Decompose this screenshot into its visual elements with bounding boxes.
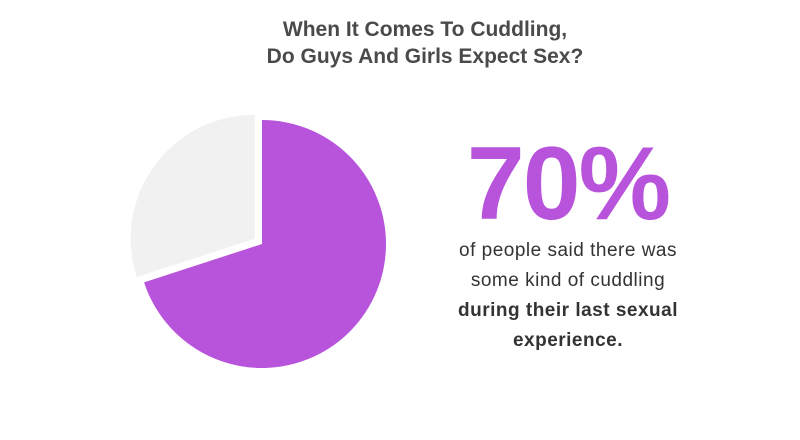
stat-value: 70% [466, 126, 671, 242]
stat-text-line-2: some kind of cuddling [470, 270, 666, 291]
pie-chart [130, 114, 386, 368]
pie-slice-1 [144, 120, 386, 368]
title-line-1: When It Comes To Cuddling, [282, 18, 568, 41]
title-line-2: Do Guys And Girls Expect Sex? [266, 45, 584, 68]
stat-text-line-4: experience. [512, 330, 624, 351]
stat-text-line-3: during their last sexual [458, 300, 678, 321]
stat-text-line-1: of people said there was [459, 240, 677, 261]
pie-slice-2 [130, 114, 255, 278]
stat-block: 70% of people said there was some kind o… [440, 132, 696, 356]
chart-title: When It Comes To Cuddling, Do Guys And G… [0, 16, 800, 70]
